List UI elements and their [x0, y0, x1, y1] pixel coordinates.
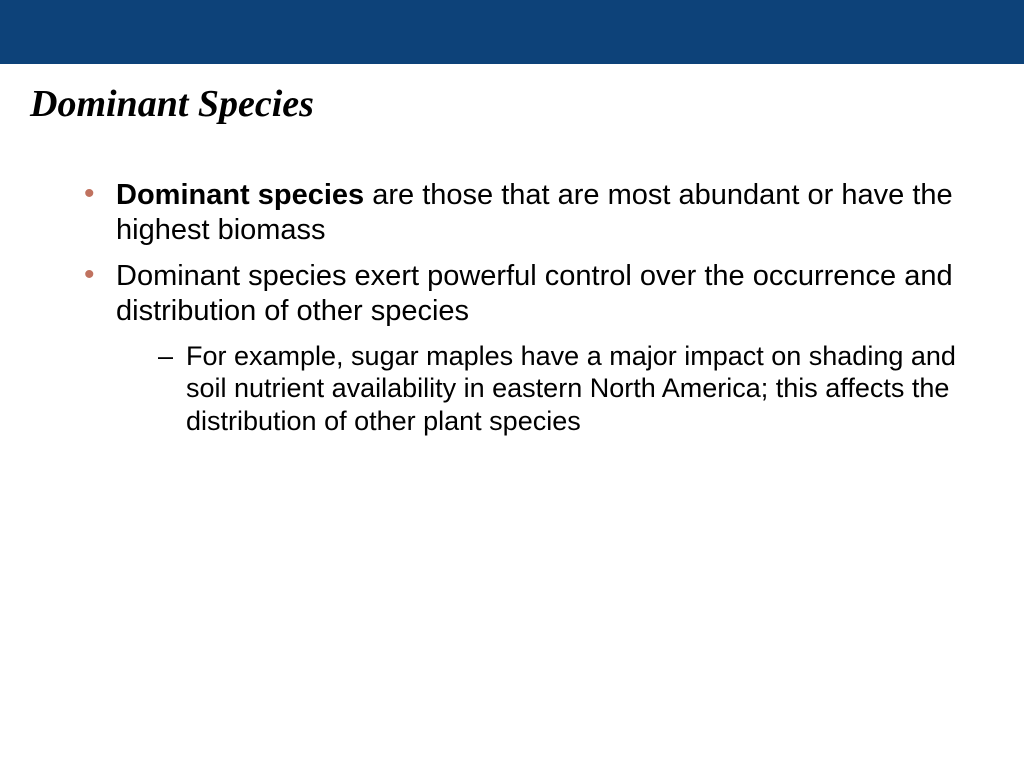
- header-bar: [0, 0, 1024, 64]
- list-item: Dominant species are those that are most…: [84, 178, 994, 249]
- bullet-text: Dominant species exert powerful control …: [116, 260, 953, 327]
- slide-content: Dominant Species Dominant species are th…: [0, 64, 1024, 438]
- list-item: Dominant species exert powerful control …: [84, 259, 994, 439]
- slide-title: Dominant Species: [30, 82, 994, 126]
- bullet-list: Dominant species are those that are most…: [30, 178, 994, 438]
- list-item: For example, sugar maples have a major i…: [158, 340, 994, 439]
- sub-bullet-list: For example, sugar maples have a major i…: [116, 340, 994, 439]
- bold-term: Dominant species: [116, 179, 364, 211]
- sub-bullet-text: For example, sugar maples have a major i…: [186, 341, 956, 437]
